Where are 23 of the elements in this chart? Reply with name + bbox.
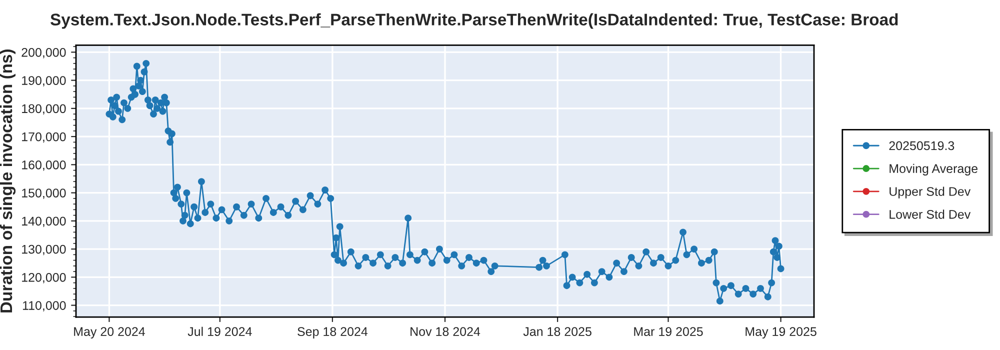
legend-label: Upper Std Dev [890, 186, 971, 198]
x-tick-label: Nov 18 2024 [410, 327, 480, 336]
y-tick-label: 190,000 [22, 76, 66, 86]
x-tick-label: Sep 18 2024 [298, 327, 368, 338]
y-tick-label: 200,000 [22, 48, 66, 58]
x-tick-label: Jan 18 2025 [523, 327, 592, 336]
y-tick-label: 150,000 [22, 188, 66, 199]
x-tick-label: May 20 2024 [74, 327, 145, 338]
y-tick-label: 160,000 [22, 160, 66, 171]
legend-label: Moving Average [890, 164, 978, 176]
x-tick-label: May 19 2025 [746, 327, 816, 338]
chart-title: System.Text.Json.Node.Tests.Perf_ParseThenWrite.ParseThenWrite(IsDataIndented: True, TestCase: Broad [50, 13, 898, 29]
y-tick-label: 140,000 [22, 216, 66, 228]
legend-label: Lower Std Dev [890, 210, 971, 219]
y-axis-title: Duration of single invocation (ns) [0, 50, 16, 312]
y-tick-label: 120,000 [22, 272, 66, 284]
y-tick-label: 130,000 [22, 244, 66, 256]
y-tick-label: 170,000 [22, 132, 66, 143]
y-tick-label: 180,000 [22, 104, 66, 115]
y-tick-label: 110,000 [22, 301, 66, 312]
x-tick-label: Jul 19 2024 [188, 326, 252, 336]
x-tick-label: Mar 19 2025 [634, 327, 703, 336]
legend-label: 20250519.3 [889, 141, 954, 150]
